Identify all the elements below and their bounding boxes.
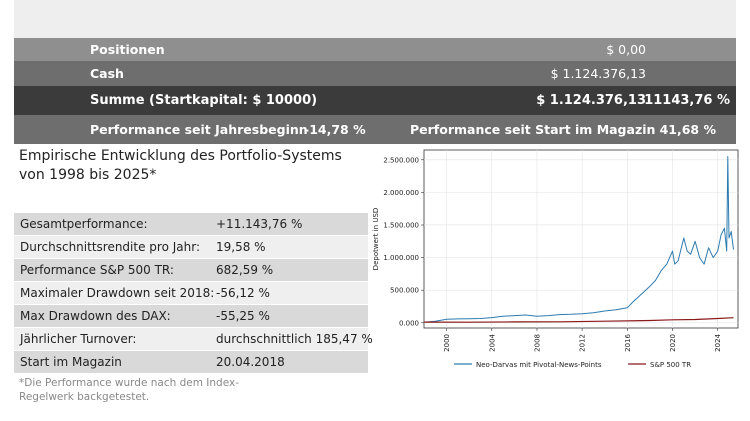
- ytd-performance-value: -14,78 %: [304, 122, 366, 137]
- ytd-performance-label: Performance seit Jahresbeginn: [90, 122, 308, 137]
- positions-value: $ 0,00: [606, 42, 646, 57]
- stat-label: Jährlicher Turnover:: [20, 332, 137, 346]
- stat-value: durchschnittlich 185,47 %: [216, 332, 373, 346]
- stat-value: 682,59 %: [216, 263, 274, 277]
- stat-value: 20.04.2018: [216, 355, 285, 369]
- since-start-performance-label: Performance seit Start im Magazin: [410, 122, 656, 137]
- stat-label: Max Drawdown des DAX:: [20, 309, 171, 323]
- cash-value: $ 1.124.376,13: [550, 66, 646, 81]
- stat-value: 19,58 %: [216, 240, 266, 254]
- sum-row: Summe (Startkapital: $ 10000) $ 1.124.37…: [14, 86, 736, 115]
- sum-label: Summe (Startkapital: $ 10000): [90, 93, 318, 108]
- stat-label: Start im Magazin: [20, 355, 122, 369]
- cash-row: Cash $ 1.124.376,13: [14, 61, 736, 86]
- footnote: *Die Performance wurde nach dem Index-Re…: [19, 377, 240, 403]
- plot-area: [423, 149, 739, 329]
- y-axis-label: Depotwert in USD: [372, 208, 380, 271]
- stat-label: Gesamtperformance:: [20, 217, 148, 231]
- positions-row: Positionen $ 0,00: [14, 38, 736, 61]
- stat-label: Durchschnittsrendite pro Jahr:: [20, 240, 200, 254]
- stat-row-total-performance: Gesamtperformance: +11.143,76 %: [14, 213, 368, 236]
- header-empty-area: [14, 0, 736, 38]
- cash-label: Cash: [90, 66, 124, 81]
- stat-value: -55,25 %: [216, 309, 270, 323]
- stat-value: -56,12 %: [216, 286, 270, 300]
- x-tick-label: 2016: [624, 333, 632, 351]
- x-tick-label: 2020: [669, 334, 677, 352]
- stat-value: +11.143,76 %: [216, 217, 303, 231]
- positions-label: Positionen: [90, 42, 165, 57]
- stat-row-dax-drawdown: Max Drawdown des DAX: -55,25 %: [14, 305, 368, 328]
- section-title: Empirische Entwicklung des Portfolio-Sys…: [19, 148, 342, 183]
- sum-value: $ 1.124.376,13: [536, 93, 646, 108]
- performance-row: Performance seit Jahresbeginn -14,78 % P…: [14, 115, 736, 144]
- x-tick-label: 2004: [488, 333, 496, 351]
- series-line-neo-darvas: [423, 156, 734, 323]
- stat-label: Maximaler Drawdown seit 2018:: [20, 286, 215, 300]
- y-tick-label: 1.000.000: [383, 254, 419, 262]
- series-line-sp500: [423, 317, 734, 323]
- stat-row-sp500-performance: Performance S&P 500 TR: 682,59 %: [14, 259, 368, 282]
- legend-label: Neo-Darvas mit Pivotal-News-Points: [476, 361, 602, 369]
- stat-row-avg-return: Durchschnittsrendite pro Jahr: 19,58 %: [14, 236, 368, 259]
- x-tick-label: 2012: [579, 334, 587, 352]
- stats-table: Gesamtperformance: +11.143,76 % Durchschn…: [14, 213, 373, 374]
- y-tick-label: 0.000: [399, 319, 419, 327]
- sum-percent: 11143,76 %: [644, 93, 730, 108]
- portfolio-chart: 0.000 500.000 1.000.000 1.500.000 2.000.000 2…: [372, 149, 739, 369]
- y-tick-label: 2.500.000: [383, 156, 419, 164]
- y-tick-label: 2.000.000: [383, 189, 419, 197]
- stat-label: Performance S&P 500 TR:: [20, 263, 174, 277]
- legend-label: S&P 500 TR: [650, 361, 691, 369]
- stat-row-turnover: Jährlicher Turnover: durchschnittlich 185…: [14, 328, 373, 351]
- stat-row-max-drawdown: Maximaler Drawdown seit 2018: -56,12 %: [14, 282, 368, 305]
- y-tick-label: 500.000: [390, 287, 419, 295]
- y-tick-label: 1.500.000: [383, 221, 419, 229]
- x-tick-label: 2000: [443, 334, 451, 352]
- x-tick-label: 2024: [714, 333, 722, 351]
- x-tick-label: 2008: [533, 334, 541, 352]
- since-start-performance-value: 41,68 %: [659, 122, 716, 137]
- stat-row-magazine-start: Start im Magazin 20.04.2018: [14, 351, 368, 374]
